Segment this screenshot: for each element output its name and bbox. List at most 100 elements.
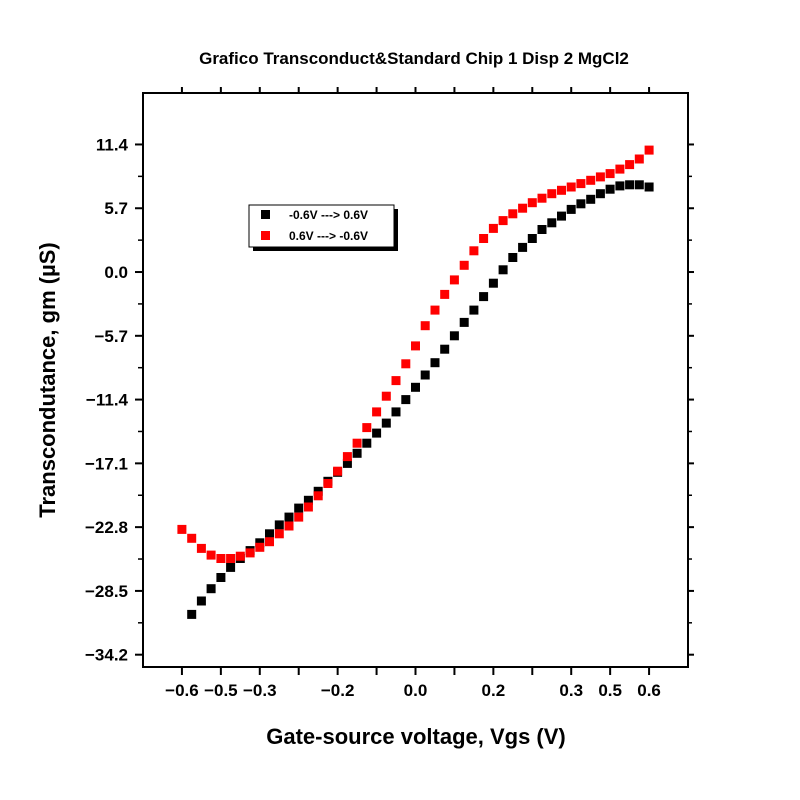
data-point bbox=[216, 573, 226, 582]
legend-label-forward: -0.6V ---> 0.6V bbox=[289, 208, 368, 222]
data-point bbox=[216, 554, 226, 563]
y-tick-label: −34.2 bbox=[85, 646, 128, 665]
x-tick-label: −0.5 bbox=[204, 681, 238, 700]
data-point bbox=[459, 317, 469, 327]
data-point bbox=[391, 376, 401, 386]
x-tick-label: −0.3 bbox=[243, 681, 277, 700]
data-point bbox=[547, 189, 557, 199]
data-point bbox=[547, 218, 557, 228]
data-point bbox=[196, 596, 206, 606]
data-point bbox=[401, 359, 411, 369]
y-tick-label: −11.4 bbox=[86, 391, 129, 410]
data-point bbox=[274, 520, 284, 530]
data-point bbox=[566, 182, 576, 192]
data-point bbox=[449, 275, 459, 285]
data-point bbox=[294, 503, 304, 513]
data-point bbox=[420, 321, 430, 331]
y-axis-ticks: −34.2 −28.5 −22.8 −17.1 −11.4 −5.7 0.0 5.7 11.4 bbox=[85, 135, 694, 665]
x-tick-label: 0.2 bbox=[482, 681, 506, 700]
data-point bbox=[235, 551, 245, 561]
data-point bbox=[625, 180, 635, 190]
data-point bbox=[206, 550, 216, 560]
data-point bbox=[586, 175, 596, 185]
data-point bbox=[401, 395, 411, 405]
data-point bbox=[303, 495, 313, 505]
data-point bbox=[362, 423, 372, 433]
data-point bbox=[527, 198, 537, 208]
y-tick-label: −28.5 bbox=[85, 582, 128, 601]
data-point bbox=[469, 305, 479, 315]
legend-label-reverse: 0.6V ---> -0.6V bbox=[289, 229, 368, 243]
data-point bbox=[634, 180, 644, 190]
data-point bbox=[196, 543, 206, 553]
data-point bbox=[537, 225, 547, 234]
data-point bbox=[372, 407, 382, 417]
data-point bbox=[352, 448, 362, 458]
data-point bbox=[625, 160, 635, 170]
data-point bbox=[265, 529, 274, 539]
data-point bbox=[265, 537, 274, 547]
data-point bbox=[284, 521, 294, 531]
data-point bbox=[372, 428, 382, 438]
data-point bbox=[615, 181, 625, 191]
legend: -0.6V ---> 0.6V 0.6V ---> -0.6V bbox=[248, 204, 398, 251]
x-tick-label: 0.6 bbox=[637, 681, 661, 700]
data-point bbox=[226, 554, 236, 563]
x-tick-label: 0.5 bbox=[598, 681, 622, 700]
data-point bbox=[488, 223, 498, 233]
x-axis-ticks: −0.6 −0.5 −0.3 −0.2 0.0 0.2 0.3 0.5 0.6 bbox=[165, 87, 661, 700]
data-point bbox=[284, 512, 294, 522]
data-point bbox=[498, 216, 508, 226]
data-point bbox=[411, 382, 420, 392]
data-point bbox=[644, 182, 654, 192]
data-point bbox=[313, 491, 323, 501]
data-point bbox=[206, 584, 216, 594]
y-tick-label: 11.4 bbox=[96, 135, 129, 154]
data-point bbox=[430, 305, 440, 315]
data-point bbox=[177, 524, 187, 534]
data-point bbox=[391, 407, 401, 417]
data-point bbox=[595, 172, 605, 182]
data-point bbox=[187, 533, 197, 543]
data-point bbox=[557, 185, 566, 195]
y-tick-label: −22.8 bbox=[85, 518, 128, 537]
y-tick-label: 5.7 bbox=[104, 199, 128, 218]
data-point bbox=[615, 164, 625, 174]
data-point bbox=[187, 609, 197, 619]
data-point bbox=[605, 169, 615, 179]
data-point bbox=[362, 438, 372, 448]
data-point bbox=[518, 203, 528, 213]
data-point bbox=[342, 458, 352, 468]
x-tick-label: −0.6 bbox=[165, 681, 199, 700]
data-point bbox=[323, 479, 333, 488]
data-point bbox=[440, 344, 450, 354]
data-point bbox=[303, 502, 313, 512]
data-point bbox=[634, 154, 644, 164]
legend-marker-reverse bbox=[261, 231, 270, 240]
x-tick-label: −0.2 bbox=[321, 681, 355, 700]
y-tick-label: −5.7 bbox=[94, 327, 128, 346]
data-point bbox=[411, 341, 420, 351]
data-point bbox=[644, 145, 654, 155]
x-tick-label: 0.0 bbox=[404, 681, 428, 700]
data-point bbox=[333, 466, 343, 476]
data-point bbox=[381, 418, 391, 428]
x-axis-label: Gate-source voltage, Vgs (V) bbox=[266, 724, 566, 749]
data-point bbox=[479, 234, 489, 243]
series-forward-sweep bbox=[187, 180, 654, 619]
data-point bbox=[479, 292, 489, 302]
data-point bbox=[557, 211, 566, 221]
legend-marker-forward bbox=[261, 210, 270, 219]
data-point bbox=[488, 278, 498, 288]
data-point bbox=[459, 260, 469, 270]
x-tick-label: 0.3 bbox=[559, 681, 583, 700]
data-point bbox=[527, 234, 537, 243]
data-point bbox=[381, 391, 391, 401]
data-point bbox=[508, 253, 518, 262]
data-point bbox=[605, 184, 615, 194]
data-point bbox=[294, 512, 304, 522]
data-point bbox=[508, 209, 518, 219]
data-point bbox=[440, 289, 450, 299]
data-point bbox=[245, 548, 255, 558]
